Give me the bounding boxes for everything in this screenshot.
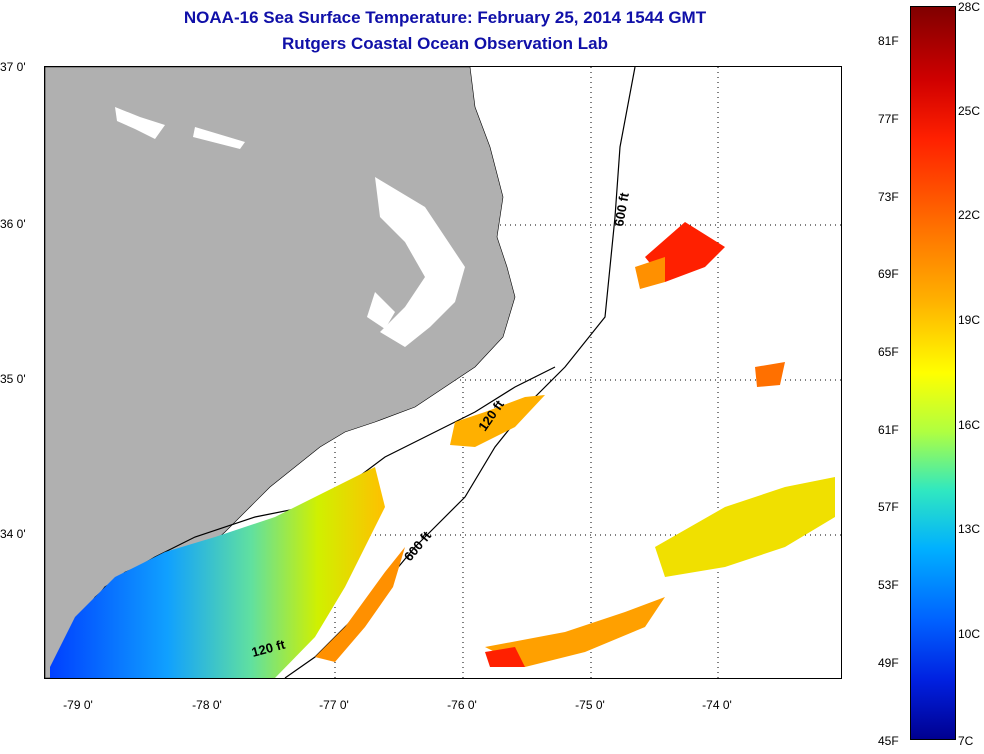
colorbar-f-49: 49F xyxy=(878,656,899,670)
cold-water xyxy=(50,467,385,678)
lat-label-34: 34 0' xyxy=(0,527,26,541)
colorbar-f-65: 65F xyxy=(878,345,899,359)
colorbar-f-61: 61F xyxy=(878,423,899,437)
colorbar-c-10: 10C xyxy=(958,627,981,641)
lon-label-76: -76 0' xyxy=(447,698,477,712)
map-canvas: 600 ft 120 ft 600 ft 120 ft xyxy=(45,67,841,678)
colorbar-c-25: 25C xyxy=(958,104,981,118)
colorbar-c-19: 19C xyxy=(958,313,981,327)
colorbar-f-57: 57F xyxy=(878,500,899,514)
colorbar-f-81: 81F xyxy=(878,34,899,48)
colorbar-c-22: 22C xyxy=(958,208,981,222)
colorbar-c-7: 7C xyxy=(958,734,974,748)
lon-label-74: -74 0' xyxy=(702,698,732,712)
colorbar-f-69: 69F xyxy=(878,267,899,281)
map-subtitle: Rutgers Coastal Ocean Observation Lab xyxy=(282,34,608,53)
colorbar-f-77: 77F xyxy=(878,112,899,126)
contour-label-600-north: 600 ft xyxy=(611,191,632,228)
warm-water xyxy=(315,222,835,667)
sst-map: 600 ft 120 ft 600 ft 120 ft xyxy=(44,66,842,679)
colorbar-f-45: 45F xyxy=(878,734,899,748)
lat-label-37: 37 0' xyxy=(0,60,26,74)
sounds xyxy=(115,107,465,347)
lat-label-36: 36 0' xyxy=(0,217,26,231)
colorbar-c-13: 13C xyxy=(958,522,981,536)
lon-label-78: -78 0' xyxy=(192,698,222,712)
colorbar-c-28: 28C xyxy=(958,0,981,14)
lat-label-35: 35 0' xyxy=(0,372,26,386)
lon-label-77: -77 0' xyxy=(319,698,349,712)
colorbar-f-53: 53F xyxy=(878,578,899,592)
lon-label-75: -75 0' xyxy=(575,698,605,712)
temperature-colorbar xyxy=(910,6,956,740)
colorbar-c-16: 16C xyxy=(958,418,981,432)
lon-label-79: -79 0' xyxy=(63,698,93,712)
map-title: NOAA-16 Sea Surface Temperature: Februar… xyxy=(183,8,707,27)
colorbar-f-73: 73F xyxy=(878,190,899,204)
